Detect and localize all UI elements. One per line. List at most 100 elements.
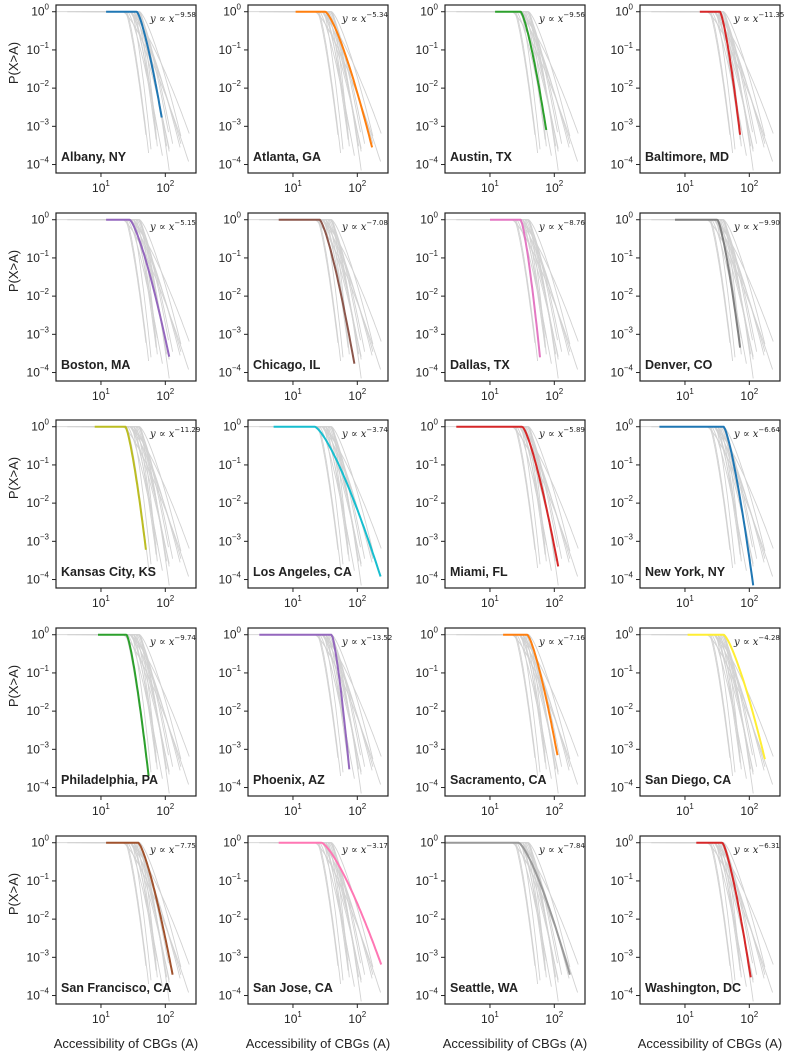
y-tick-label: 10−3 bbox=[416, 117, 439, 133]
y-tick-label: 10−2 bbox=[219, 910, 242, 926]
highlight-series-line bbox=[687, 633, 766, 760]
city-label: Miami, FL bbox=[450, 565, 508, 579]
panel-san-jose-ca: 100 10−1 10−2 10−3 10−4 101 102 y ∝ x−3.17 San J… bbox=[219, 834, 391, 1051]
y-tick-label: 10−2 bbox=[611, 702, 634, 718]
x-tick-label: 101 bbox=[676, 179, 694, 195]
background-series-line bbox=[75, 426, 170, 586]
y-axis-label: P(X>A) bbox=[6, 665, 21, 707]
panel-chicago-il: 100 10−1 10−2 10−3 10−4 101 102 y ∝ x−7.08 Chica… bbox=[219, 211, 389, 403]
background-series-line bbox=[259, 219, 350, 355]
background-series-line bbox=[75, 634, 170, 794]
city-label: Albany, NY bbox=[61, 150, 127, 164]
y-tick-label: 10−1 bbox=[416, 249, 439, 265]
y-tick-label: 10−2 bbox=[416, 910, 439, 926]
y-tick-label: 10−1 bbox=[611, 456, 634, 472]
city-label: Washington, DC bbox=[645, 981, 741, 995]
panel-san-francisco-ca: 100 10−1 10−2 10−3 10−4 101 102 y ∝ x−7.75 San F… bbox=[6, 834, 198, 1051]
panel-kansas-city-ks: 100 10−1 10−2 10−3 10−4 101 102 y ∝ x−11.29 Kans… bbox=[6, 418, 200, 610]
y-tick-label: 10−2 bbox=[611, 910, 634, 926]
city-label: Denver, CO bbox=[645, 358, 713, 372]
y-tick-label: 100 bbox=[615, 3, 633, 19]
y-tick-label: 10−2 bbox=[219, 702, 242, 718]
background-series-line bbox=[67, 426, 158, 562]
axes-frame bbox=[55, 212, 197, 382]
x-tick-label: 101 bbox=[92, 387, 110, 403]
y-tick-label: 10−3 bbox=[611, 117, 634, 133]
background-series-line bbox=[267, 634, 362, 794]
y-tick-label: 100 bbox=[420, 211, 438, 227]
highlight-series-line bbox=[295, 10, 374, 148]
power-law-fit-label: y ∝ x−7.84 bbox=[538, 842, 585, 856]
power-law-fit-label: y ∝ x−5.34 bbox=[341, 11, 388, 25]
background-series-line bbox=[75, 842, 170, 1002]
power-law-fit-label: y ∝ x−3.74 bbox=[341, 426, 388, 440]
background-series-line bbox=[464, 426, 559, 586]
y-tick-label: 10−2 bbox=[27, 910, 50, 926]
background-series-line bbox=[464, 11, 559, 171]
background-series-line bbox=[67, 634, 158, 770]
y-tick-label: 10−4 bbox=[27, 779, 50, 795]
background-series-line bbox=[101, 219, 152, 358]
y-tick-label: 10−4 bbox=[416, 571, 439, 587]
power-law-fit-label: y ∝ x−9.56 bbox=[538, 11, 585, 25]
axes-frame bbox=[444, 212, 586, 382]
power-law-fit-label: y ∝ x−11.35 bbox=[733, 11, 784, 25]
city-label: San Diego, CA bbox=[645, 773, 731, 787]
city-label: Dallas, TX bbox=[450, 358, 510, 372]
y-tick-label: 100 bbox=[615, 418, 633, 434]
x-tick-label: 102 bbox=[740, 802, 758, 818]
power-law-fit-label: y ∝ x−6.64 bbox=[733, 426, 780, 440]
y-tick-label: 100 bbox=[223, 3, 241, 19]
y-tick-label: 10−1 bbox=[219, 872, 242, 888]
y-tick-label: 10−3 bbox=[611, 532, 634, 548]
power-law-fit-label: y ∝ x−5.15 bbox=[149, 219, 196, 233]
y-tick-label: 10−1 bbox=[416, 456, 439, 472]
power-law-fit-label: y ∝ x−7.75 bbox=[149, 842, 196, 856]
power-law-fit-label: y ∝ x−5.89 bbox=[538, 426, 585, 440]
background-series-line bbox=[665, 842, 774, 993]
y-tick-label: 100 bbox=[615, 834, 633, 850]
y-axis-label: P(X>A) bbox=[6, 873, 21, 915]
y-tick-label: 10−2 bbox=[416, 702, 439, 718]
background-series-line bbox=[490, 11, 541, 150]
highlight-series-line bbox=[699, 10, 742, 135]
y-tick-label: 10−1 bbox=[611, 41, 634, 57]
city-label: Sacramento, CA bbox=[450, 773, 547, 787]
axes-frame bbox=[639, 419, 781, 589]
highlight-series-line bbox=[259, 633, 351, 770]
y-tick-label: 10−4 bbox=[611, 779, 634, 795]
x-tick-label: 101 bbox=[92, 179, 110, 195]
x-tick-label: 102 bbox=[545, 387, 563, 403]
axes-frame bbox=[55, 419, 197, 589]
background-series-line bbox=[464, 842, 559, 1002]
axes-frame bbox=[247, 212, 389, 382]
y-tick-label: 100 bbox=[31, 626, 49, 642]
panel-dallas-tx: 100 10−1 10−2 10−3 10−4 101 102 y ∝ x−8.76 Dalla… bbox=[416, 211, 586, 403]
y-tick-label: 100 bbox=[31, 211, 49, 227]
background-series-line bbox=[81, 219, 190, 370]
background-series-line bbox=[659, 842, 754, 1002]
highlight-series-line bbox=[445, 841, 571, 975]
background-series-line bbox=[665, 11, 774, 162]
background-series-line bbox=[685, 634, 736, 773]
y-tick-label: 10−4 bbox=[416, 779, 439, 795]
panel-new-york-ny: 100 10−1 10−2 10−3 10−4 101 102 y ∝ x−6.64 New Y… bbox=[611, 418, 781, 610]
x-tick-label: 101 bbox=[676, 1010, 694, 1026]
highlight-series-line bbox=[696, 841, 752, 978]
x-tick-label: 101 bbox=[284, 594, 302, 610]
highlight-series-line bbox=[489, 218, 541, 358]
y-tick-label: 10−1 bbox=[416, 872, 439, 888]
power-law-fit-label: y ∝ x−3.17 bbox=[341, 842, 388, 856]
power-law-fit-label: y ∝ x−7.16 bbox=[538, 634, 585, 648]
background-series-line bbox=[470, 11, 579, 162]
axes-frame bbox=[639, 627, 781, 797]
x-tick-label: 101 bbox=[92, 1010, 110, 1026]
y-tick-label: 10−3 bbox=[611, 948, 634, 964]
y-tick-label: 10−4 bbox=[27, 571, 50, 587]
background-series-line bbox=[67, 219, 158, 355]
panel-albany-ny: 100 10−1 10−2 10−3 10−4 101 102 y ∝ x−9.58 Alban… bbox=[6, 3, 197, 195]
highlight-series-line bbox=[674, 218, 742, 348]
y-tick-label: 10−3 bbox=[416, 740, 439, 756]
highlight-series-line bbox=[494, 10, 548, 131]
background-series-line bbox=[685, 426, 736, 565]
